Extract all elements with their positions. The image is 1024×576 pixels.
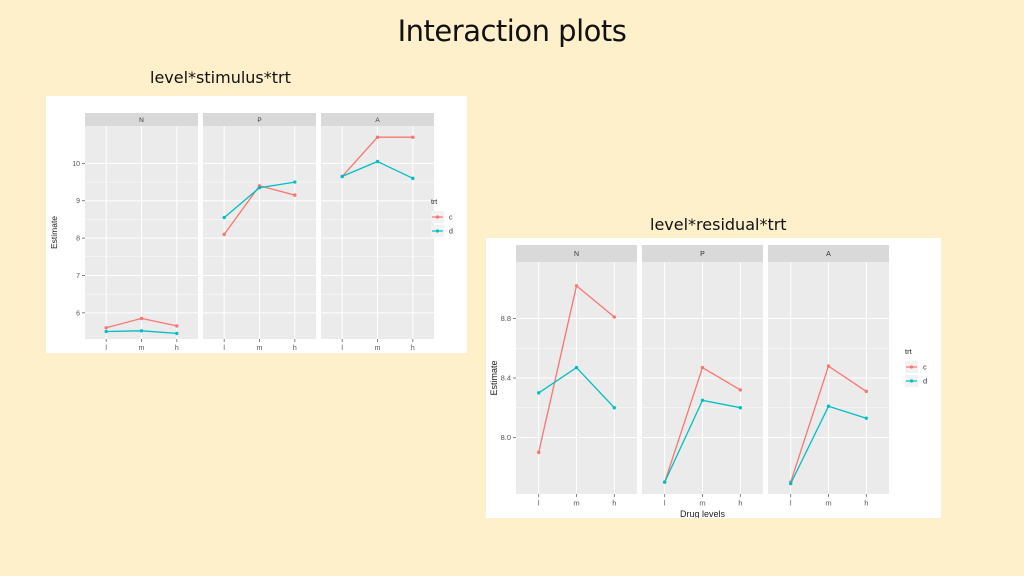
data-point-c — [139, 316, 144, 321]
y-tick-label: 8.0 — [501, 433, 511, 442]
x-tick-label: h — [293, 345, 297, 352]
data-point-d — [738, 406, 743, 410]
x-tick-label: m — [139, 345, 145, 352]
legend-key-point-c — [909, 365, 914, 369]
data-point-c — [700, 365, 705, 370]
legend-key-point-d — [435, 229, 440, 233]
y-tick-label: 7 — [76, 273, 80, 280]
y-tick-label: 8 — [76, 236, 80, 243]
y-axis-title: Estimate — [49, 216, 59, 249]
facet-strip — [768, 245, 889, 262]
y-tick-label: 10 — [72, 161, 80, 168]
data-point-c — [826, 364, 831, 368]
x-tick-label: h — [864, 499, 868, 508]
x-tick-label: l — [223, 345, 225, 352]
data-point-d — [536, 391, 541, 395]
data-point-c — [175, 324, 179, 328]
x-tick-label: h — [612, 499, 616, 508]
facet-strip — [516, 245, 637, 262]
x-axis-title: Drug levels — [680, 509, 726, 518]
facet-label: P — [257, 117, 261, 124]
y-tick-label: 6 — [76, 310, 80, 317]
legend-label-d: d — [923, 377, 927, 386]
data-point-c — [104, 326, 108, 330]
x-tick-label: m — [699, 499, 705, 508]
data-point-d — [864, 416, 869, 420]
data-point-c — [375, 135, 380, 139]
data-point-d — [662, 480, 667, 484]
legend-key-point-c — [435, 215, 440, 219]
facet-label: N — [574, 251, 579, 258]
facet-strip — [642, 245, 763, 262]
legend-label-c: c — [449, 215, 453, 222]
x-tick-label: h — [738, 499, 742, 508]
data-point-c — [612, 315, 617, 319]
x-tick-label: l — [341, 345, 343, 352]
data-point-d — [293, 180, 297, 184]
x-tick-label: l — [790, 499, 792, 508]
data-point-c — [864, 389, 869, 394]
data-point-d — [257, 185, 262, 190]
data-point-d — [104, 329, 108, 334]
facet-label: N — [139, 117, 144, 124]
data-point-d — [612, 406, 617, 410]
legend: trt cd — [905, 347, 927, 387]
data-point-c — [738, 388, 743, 392]
legend-label-d: d — [449, 229, 453, 236]
data-point-d — [826, 404, 831, 408]
facet-label: A — [826, 251, 831, 258]
legend-title: trt — [431, 199, 437, 206]
x-tick-label: h — [175, 345, 179, 352]
facet-strip — [321, 113, 434, 126]
facet-label: A — [375, 117, 380, 124]
facet-strip — [85, 113, 198, 126]
data-point-c — [574, 284, 579, 288]
chart-stimulus: NlmhPlmhAlmh678910Drug levelsEstimatetrt… — [49, 113, 453, 352]
y-tick-label: 8.4 — [501, 374, 511, 383]
x-tick-label: l — [538, 499, 540, 508]
chart-caption-stimulus: level*stimulus*trt — [150, 68, 291, 87]
data-point-d — [139, 329, 144, 333]
legend-key-point-d — [909, 379, 914, 383]
data-point-c — [536, 450, 541, 455]
data-point-d — [222, 215, 226, 220]
x-tick-label: m — [825, 499, 831, 508]
x-tick-label: h — [411, 345, 415, 352]
data-point-d — [411, 176, 415, 181]
x-tick-label: l — [105, 345, 107, 352]
x-tick-label: m — [375, 345, 381, 352]
facet-label: P — [700, 251, 705, 258]
slide-title: Interaction plots — [397, 14, 627, 48]
data-point-d — [175, 331, 179, 336]
chart-caption-residual: level*residual*trt — [650, 215, 787, 234]
data-point-c — [411, 135, 415, 139]
chart-residual: Nl m h Pl m h Al m h 8.0 8.4 8.8 Drug levels Estimate… — [489, 245, 927, 518]
legend: trt cd — [431, 199, 453, 237]
x-tick-label: m — [257, 345, 263, 352]
data-point-c — [293, 193, 297, 197]
facet-strip — [203, 113, 316, 126]
y-axis-title: Estimate — [489, 360, 499, 395]
data-point-d — [340, 174, 344, 179]
y-tick-label: 9 — [76, 198, 80, 205]
data-point-c — [222, 232, 226, 237]
legend-title: trt — [905, 347, 913, 356]
legend-label-c: c — [923, 363, 927, 372]
x-tick-label: m — [573, 499, 579, 508]
x-tick-label: l — [664, 499, 666, 508]
y-tick-label: 8.8 — [501, 314, 511, 323]
data-point-d — [574, 365, 579, 370]
chart-stimulus-panel: NlmhPlmhAlmh678910Drug levelsEstimatetrt… — [46, 96, 467, 353]
data-point-d — [788, 481, 793, 486]
data-point-d — [700, 398, 705, 403]
data-point-d — [375, 159, 380, 164]
